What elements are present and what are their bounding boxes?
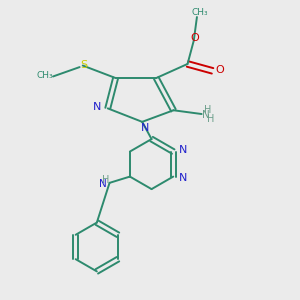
Text: N: N	[141, 123, 149, 133]
Text: N: N	[178, 145, 187, 155]
Text: H: H	[204, 105, 211, 115]
Text: H: H	[207, 114, 214, 124]
Text: CH₃: CH₃	[37, 71, 53, 80]
Text: N: N	[202, 110, 210, 120]
Text: N: N	[99, 179, 107, 189]
Text: S: S	[81, 60, 88, 70]
Text: N: N	[93, 102, 101, 112]
Text: N: N	[178, 173, 187, 183]
Text: H: H	[102, 175, 110, 185]
Text: CH₃: CH₃	[192, 8, 208, 17]
Text: O: O	[190, 33, 199, 43]
Text: O: O	[215, 65, 224, 75]
